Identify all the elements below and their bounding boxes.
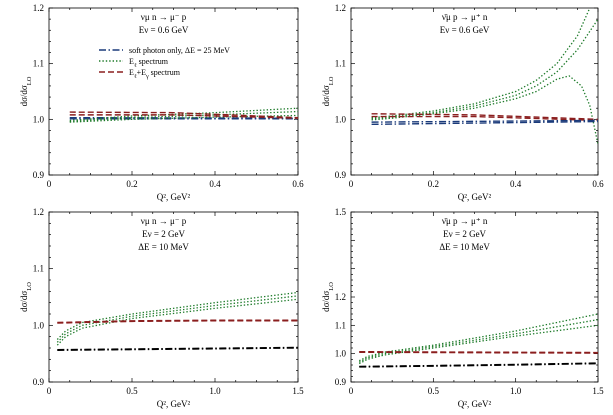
x-tick-label: 0.5 <box>126 386 138 396</box>
y-axis-label: dσ/dσLO <box>321 282 335 312</box>
chart-panel-bottom-left: 0 0.5 1.0 1.5 0.9 1.0 1.1 1.2 Q², GeV² dσ/dσLO νμ … <box>19 207 304 409</box>
chart-panel-top-left: 0 0.2 0.4 0.6 0.9 1.0 1.1 1.2 Q², GeV² dσ/dσLO νμ … <box>19 3 304 202</box>
series-line-dotted <box>56 291 298 340</box>
x-tick-label: 0 <box>349 386 354 396</box>
panel-title-line: Eν = 0.6 GeV <box>139 25 189 35</box>
series-line-dashed <box>371 115 598 122</box>
x-tick-label: 0.6 <box>592 179 604 189</box>
series-line-dotted <box>358 324 598 365</box>
series-line-dashed <box>57 320 298 324</box>
x-tick-label: 0 <box>47 386 52 396</box>
panel-title-line: νμ n → μ⁻ p <box>141 216 187 226</box>
x-tick-label: 0 <box>349 179 354 189</box>
y-tick-label: 1.1 <box>33 264 44 274</box>
x-axis-label: Q², GeV² <box>458 192 492 202</box>
panel-title-line: ΔE = 10 MeV <box>439 242 490 252</box>
chart-panel-top-right: 0 0.2 0.4 0.6 0.9 1.0 1.1 1.2 Q², GeV² dσ/dσLO ν̄μ… <box>321 3 604 202</box>
y-tick-label: 1.5 <box>335 207 347 217</box>
series-line-dotted <box>371 75 598 145</box>
series-line-dotted <box>371 18 598 120</box>
series-line-dotted <box>358 319 598 363</box>
x-tick-label: 0.4 <box>209 179 221 189</box>
y-tick-label: 1.2 <box>33 207 44 217</box>
panel-title-line: νμ n → μ⁻ p <box>141 12 187 22</box>
series-line-dashed <box>371 113 598 121</box>
series-line-dashdot <box>371 120 598 126</box>
x-tick-label: 1.5 <box>592 386 604 396</box>
y-tick-label: 1.0 <box>335 349 347 359</box>
y-tick-label: 1.2 <box>33 3 44 13</box>
y-axis-label: dσ/dσLO <box>321 76 335 106</box>
series-line-dashed <box>69 111 298 119</box>
x-tick-label: 1.0 <box>510 386 522 396</box>
y-tick-label: 1.0 <box>33 320 45 330</box>
series-line-dashed <box>69 114 298 119</box>
legend-label: Eℓ+Eγ spectrum <box>129 68 181 80</box>
legend: soft photon only, ΔE = 25 MeV Eℓ spectrum… <box>99 46 230 80</box>
x-axis-label: Q², GeV² <box>157 399 191 409</box>
y-tick-label: 0.9 <box>335 377 347 387</box>
x-tick-label: 0.5 <box>428 386 440 396</box>
y-tick-label: 1.2 <box>335 292 346 302</box>
y-tick-label: 0.9 <box>33 170 45 180</box>
series-line-dashdot <box>359 362 598 368</box>
y-tick-label: 1.0 <box>33 114 45 124</box>
x-tick-label: 0.4 <box>510 179 522 189</box>
legend-label: Eℓ spectrum <box>129 57 169 69</box>
x-axis-label: Q², GeV² <box>458 399 492 409</box>
x-tick-label: 0.6 <box>292 179 304 189</box>
y-tick-label: 0.9 <box>335 170 347 180</box>
x-axis-label: Q², GeV² <box>157 192 191 202</box>
series-line-dotted <box>69 110 298 123</box>
x-tick-label: 1.0 <box>209 386 221 396</box>
panel-title-line: Eν = 2 GeV <box>142 229 185 239</box>
panel-title-line: Eν = 2 GeV <box>443 229 486 239</box>
series-line-dashed <box>359 351 598 354</box>
panel-title-line: ν̄μ p → μ⁺ n <box>442 12 488 22</box>
x-tick-label: 0 <box>47 179 52 189</box>
y-tick-label: 1.0 <box>335 114 347 124</box>
panel-title-line: ΔE = 10 MeV <box>138 242 189 252</box>
series-line-dashdot <box>57 347 298 351</box>
legend-label: soft photon only, ΔE = 25 MeV <box>129 46 230 55</box>
y-tick-label: 1.1 <box>335 59 346 69</box>
x-tick-label: 1.5 <box>292 386 304 396</box>
series-line-dotted <box>69 107 298 122</box>
panel-title-line: Eν = 0.6 GeV <box>440 25 490 35</box>
y-tick-label: 1.2 <box>335 3 346 13</box>
series-line-dashdot <box>371 119 598 123</box>
y-tick-label: 1.1 <box>33 59 44 69</box>
chart-panel-bottom-right: 0 0.5 1.0 1.5 0.9 1.0 1.1 1.2 1.5 Q², GeV² dσ/dσLO… <box>321 207 604 409</box>
y-tick-label: 1.1 <box>335 320 346 330</box>
series-line-dotted <box>69 114 298 123</box>
x-tick-label: 0.2 <box>428 179 439 189</box>
series-line-dotted <box>358 313 598 362</box>
y-axis-label: dσ/dσLO <box>19 76 33 106</box>
y-axis-label: dσ/dσLO <box>19 282 33 312</box>
x-tick-label: 0.2 <box>126 179 137 189</box>
y-tick-label: 0.9 <box>33 377 45 387</box>
panel-title-line: ν̄μ p → μ⁺ n <box>442 216 488 226</box>
series-line-dotted <box>371 8 591 119</box>
